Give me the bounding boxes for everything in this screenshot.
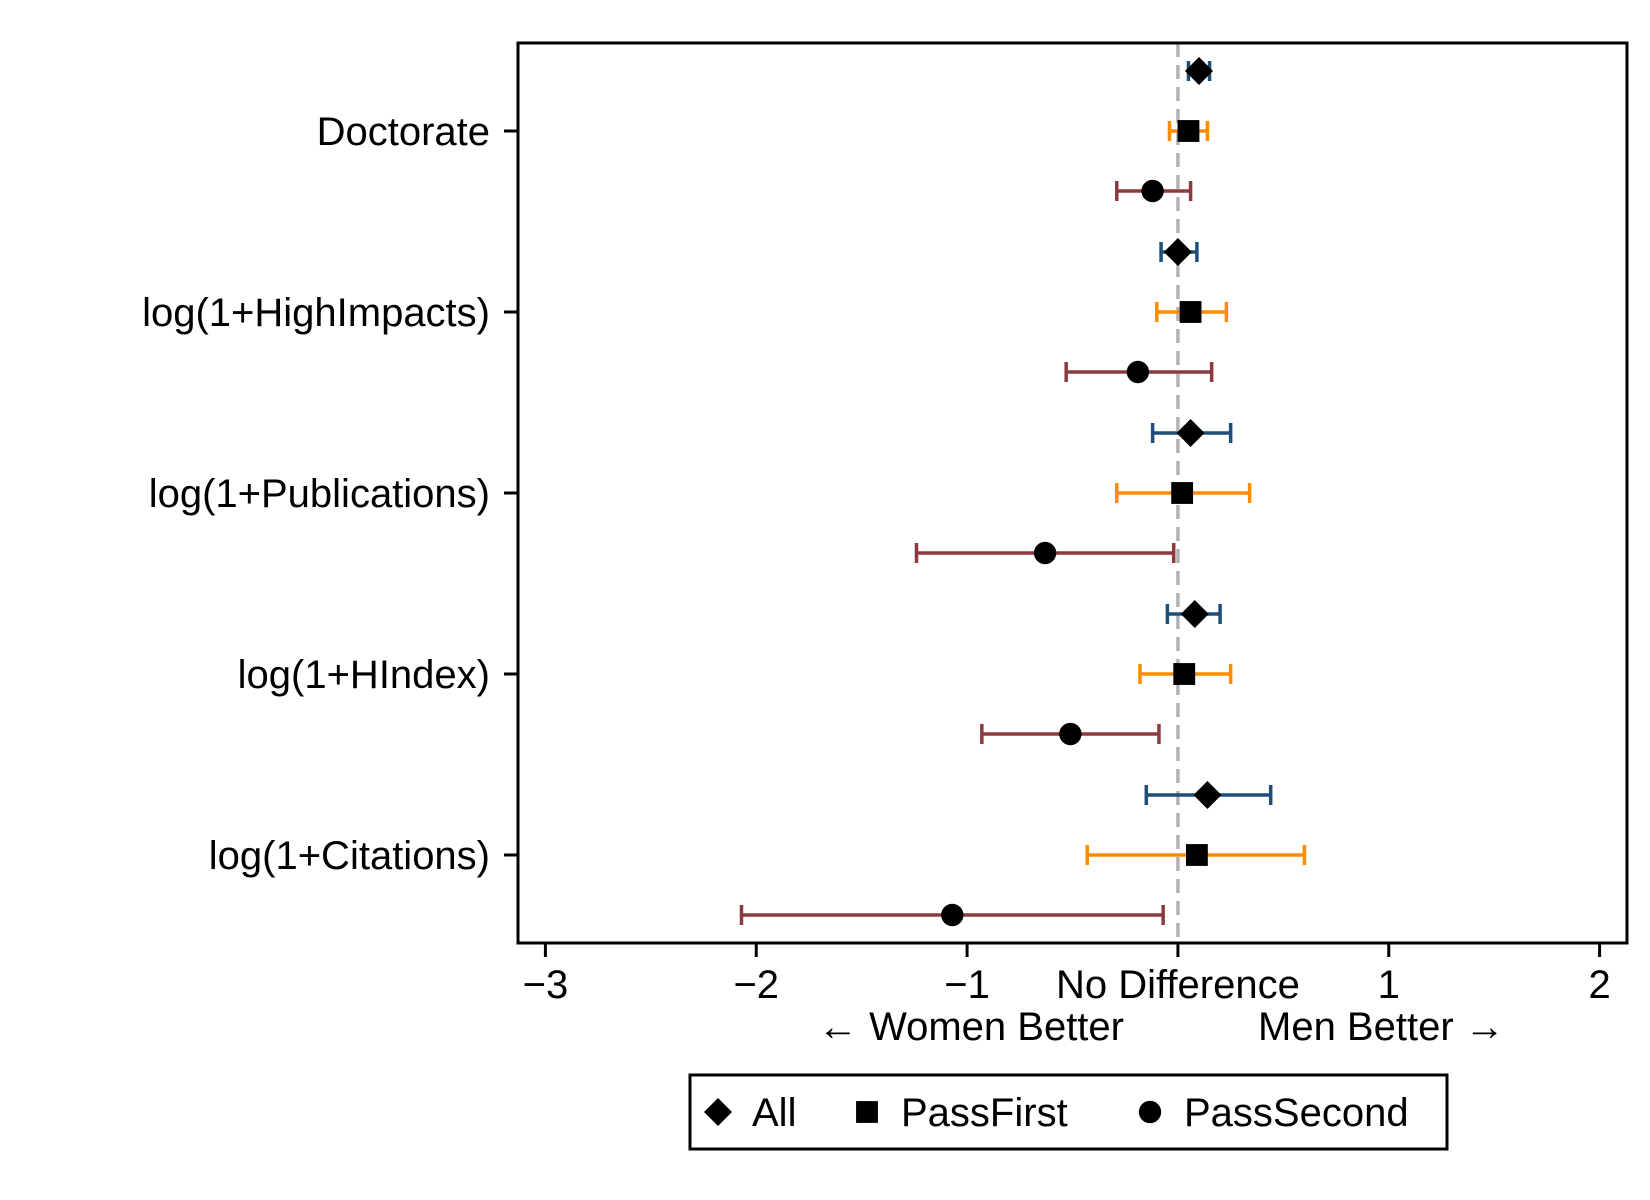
x-tick-label: −3 (523, 963, 569, 1007)
x-axis-labels: −3 −2 −1 1 2 No Difference (523, 963, 1611, 1007)
legend: All PassFirst PassSecond (688, 1073, 1449, 1151)
y-category-label: log(1+HighImpacts) (142, 291, 490, 335)
point-estimate-diamond (1180, 600, 1209, 628)
x-axis-ticks (543, 943, 1602, 957)
point-estimate-circle (1033, 541, 1057, 565)
men-better-label: Men Better → (1258, 1005, 1505, 1049)
point-estimate-circle (941, 903, 964, 927)
y-category-label: log(1+HIndex) (238, 653, 490, 697)
legend-marker-diamond (704, 1098, 732, 1126)
legend-label: PassSecond (1184, 1091, 1409, 1135)
point-estimate-diamond (1185, 57, 1214, 85)
point-estimates (941, 57, 1222, 927)
legend-marker-circle (1138, 1100, 1162, 1124)
y-axis-labels: Doctorate log(1+HighImpacts) log(1+Publica… (142, 110, 490, 878)
legend-box (688, 1073, 1449, 1151)
point-estimate-square (1185, 844, 1208, 866)
x-tick-label: 2 (1588, 963, 1610, 1007)
legend-label: All (752, 1091, 796, 1135)
y-category-label: Doctorate (317, 110, 490, 154)
point-estimate-diamond (1193, 781, 1222, 809)
point-estimate-diamond (1176, 419, 1205, 447)
point-estimate-square (1179, 301, 1202, 323)
point-estimate-circle (1126, 360, 1150, 384)
plot-area-frame (516, 41, 1629, 945)
no-difference-label: No Difference (1056, 963, 1300, 1007)
women-better-label: ← Women Better (818, 1005, 1124, 1049)
y-category-label: log(1+Publications) (149, 472, 490, 516)
point-estimate-circle (1059, 722, 1082, 746)
point-estimate-diamond (1163, 238, 1192, 266)
legend-label: PassFirst (901, 1091, 1068, 1135)
point-estimate-square (1171, 482, 1194, 504)
legend-marker-square (856, 1101, 878, 1123)
point-estimate-square (1173, 663, 1196, 685)
y-category-label: log(1+Citations) (209, 834, 490, 878)
y-axis-ticks (504, 129, 518, 857)
point-estimate-circle (1141, 179, 1164, 203)
point-estimate-square (1177, 120, 1200, 142)
x-tick-label: −1 (944, 963, 990, 1007)
x-tick-label: −2 (733, 963, 779, 1007)
x-tick-label: 1 (1378, 963, 1400, 1007)
